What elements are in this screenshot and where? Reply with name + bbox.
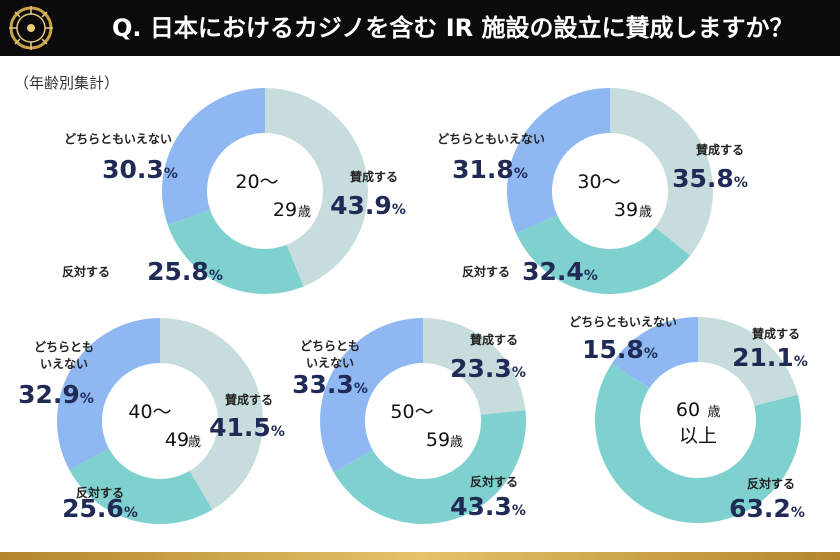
donut-chart-3-label-neither: どちらともいえない bbox=[34, 340, 94, 371]
donut-chart-3-slice-oppose bbox=[69, 448, 213, 524]
donut-chart-5-center-3: 以上 bbox=[679, 425, 717, 447]
donut-chart-1-value-neither: 30.3% bbox=[102, 155, 178, 184]
page-title: Q. 日本におけるカジノを含む IR 施設の設立に賛成しますか？ bbox=[112, 14, 794, 42]
donut-chart-5-center-1: 60 bbox=[676, 399, 700, 421]
donut-chart-2-value-oppose: 32.4% bbox=[522, 257, 598, 286]
donut-chart-5-slice-neither bbox=[611, 317, 698, 389]
donut-chart-5-slice-oppose bbox=[594, 363, 801, 524]
donut-chart-4-value-agree: 23.3% bbox=[450, 354, 526, 383]
bottom-gold-bar bbox=[0, 552, 840, 560]
donut-chart-2-center-1: 30〜 bbox=[577, 171, 620, 193]
donut-chart-4-slice-agree bbox=[423, 318, 526, 415]
donut-chart-2-label-agree: 賛成する bbox=[696, 142, 744, 157]
donut-chart-1-slice-neither bbox=[161, 88, 265, 225]
donut-chart-3-center-3: 歳 bbox=[188, 435, 201, 450]
donut-chart-4-label-oppose: 反対する bbox=[470, 474, 518, 489]
donut-chart-3-value-agree: 41.5% bbox=[209, 413, 285, 442]
donut-chart-2-label-neither: どちらともいえない bbox=[437, 132, 545, 146]
donut-chart-5-label-agree: 賛成する bbox=[752, 326, 800, 341]
donut-chart-2-slice-neither bbox=[507, 88, 610, 234]
donut-chart-5-slice-agree bbox=[698, 317, 798, 406]
donut-chart-2-slice-oppose bbox=[516, 215, 691, 295]
donut-chart-3-label-agree: 賛成する bbox=[225, 392, 273, 407]
donut-chart-2-label-oppose: 反対する bbox=[462, 264, 510, 279]
donut-chart-2-value-agree: 35.8% bbox=[672, 164, 748, 193]
donut-chart-4-value-neither: 33.3% bbox=[292, 370, 368, 399]
donut-chart-4-label-neither: どちらともいえない bbox=[300, 339, 360, 370]
donut-chart-1-center-2: 29 bbox=[273, 199, 297, 221]
donut-chart-4-center-3: 歳 bbox=[450, 435, 463, 450]
donut-chart-4-center-2: 59 bbox=[426, 429, 450, 451]
donut-chart-5-label-neither: どちらともいえない bbox=[569, 315, 677, 329]
donut-chart-5-value-neither: 15.8% bbox=[582, 335, 658, 364]
donut-chart-2-center-2: 39 bbox=[614, 199, 638, 221]
donut-chart-3-label-oppose: 反対する bbox=[76, 485, 124, 500]
donut-chart-4-value-oppose: 43.3% bbox=[450, 492, 526, 521]
donut-chart-2-slice-agree bbox=[610, 88, 713, 256]
donut-chart-1-value-oppose: 25.8% bbox=[147, 257, 223, 286]
donut-chart-4-slice-neither bbox=[319, 318, 423, 473]
donut-chart-5-label-oppose: 反対する bbox=[747, 476, 795, 491]
donut-chart-5-center-2: 歳 bbox=[707, 405, 720, 420]
donut-chart-1-center-1: 20〜 bbox=[235, 171, 278, 193]
donut-chart-1-center-3: 歳 bbox=[298, 205, 311, 220]
donut-chart-1-value-agree: 43.9% bbox=[330, 191, 406, 220]
donut-chart-1-label-agree: 賛成する bbox=[350, 169, 398, 184]
logo-icon bbox=[9, 6, 53, 50]
donut-chart-1-label-oppose: 反対する bbox=[62, 264, 110, 279]
donut-chart-3-value-oppose: 25.6% bbox=[62, 494, 138, 523]
donut-chart-2-value-neither: 31.8% bbox=[452, 155, 528, 184]
donut-chart-5-value-agree: 21.1% bbox=[732, 343, 808, 372]
donut-chart-3-center-1: 40〜 bbox=[128, 401, 171, 423]
donut-chart-2-center-3: 歳 bbox=[639, 205, 652, 220]
donut-chart-1-slice-oppose bbox=[167, 209, 304, 295]
donut-chart-3-center-2: 49 bbox=[165, 429, 189, 451]
donut-chart-3-value-neither: 32.9% bbox=[18, 380, 94, 409]
donut-chart-4-slice-oppose bbox=[333, 410, 526, 524]
donut-chart-4-label-agree: 賛成する bbox=[470, 332, 518, 347]
donut-chart-1-label-neither: どちらともいえない bbox=[64, 132, 172, 146]
header-bar: Q. 日本におけるカジノを含む IR 施設の設立に賛成しますか？ bbox=[0, 0, 840, 56]
donut-chart-3-slice-neither bbox=[56, 318, 161, 471]
donut-chart-5-value-oppose: 63.2% bbox=[729, 494, 805, 523]
chart-subtitle: （年齢別集計） bbox=[14, 74, 120, 92]
donut-chart-3-slice-agree bbox=[160, 318, 263, 510]
donut-chart-1-slice-agree bbox=[265, 88, 369, 287]
donut-chart-4-center-1: 50〜 bbox=[390, 401, 433, 423]
